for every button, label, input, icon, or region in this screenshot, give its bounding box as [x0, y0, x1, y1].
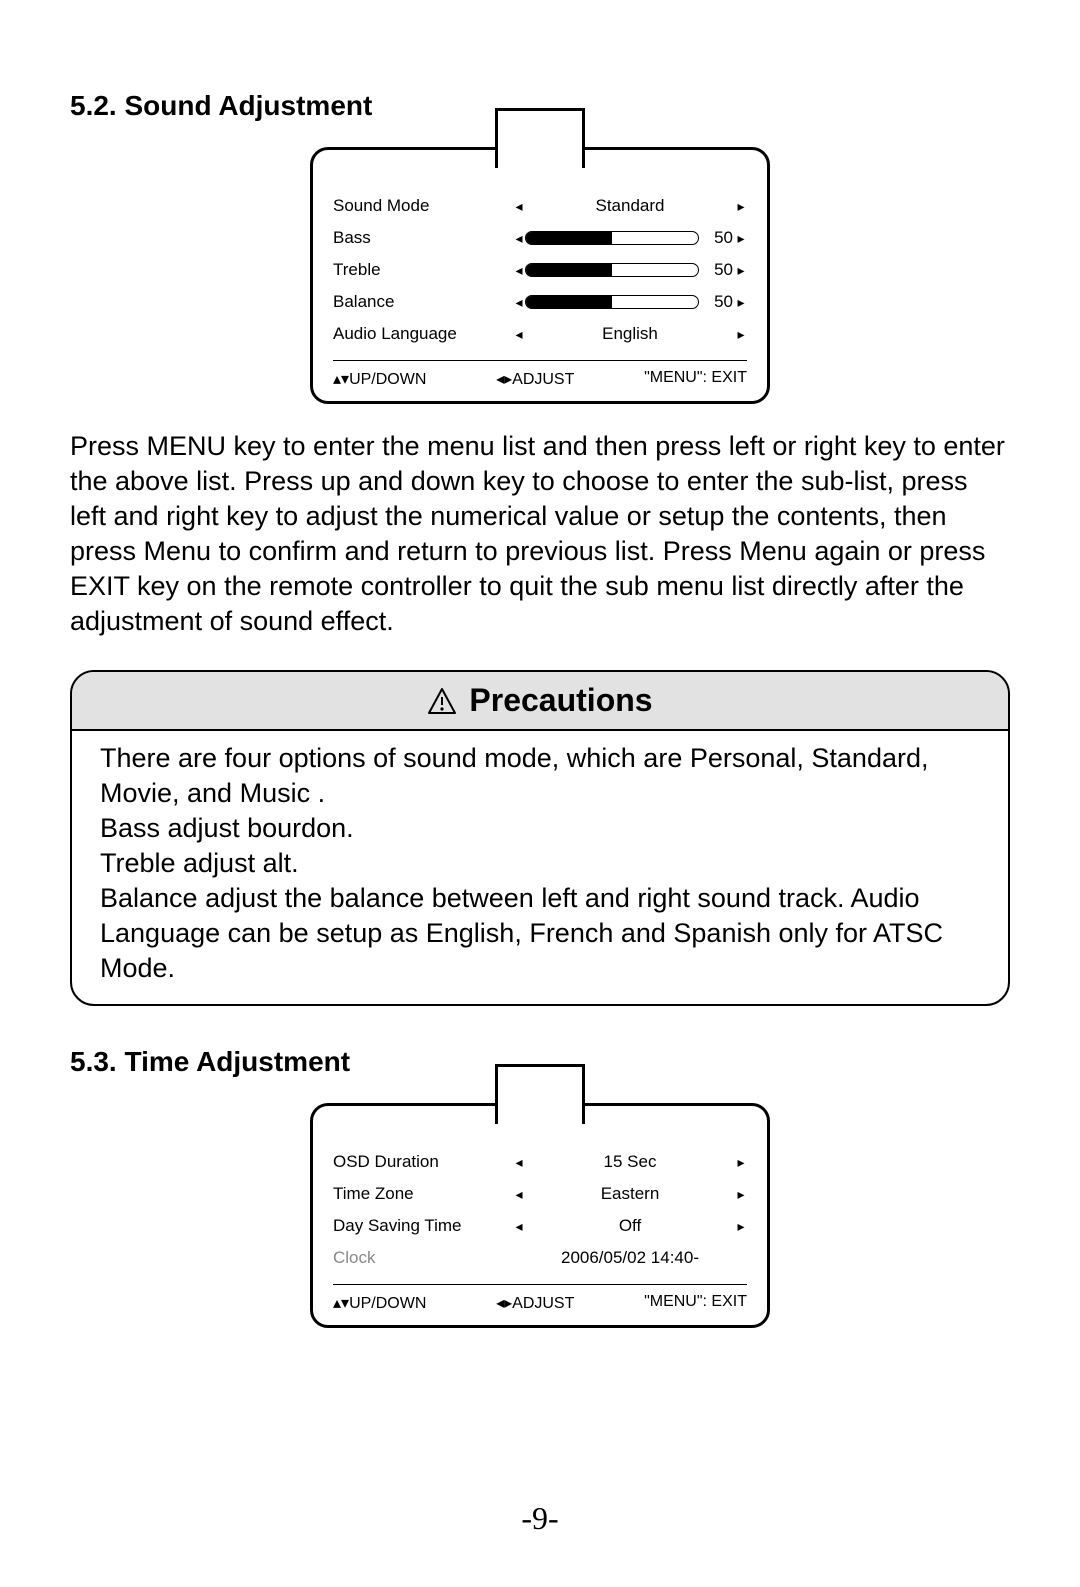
osd-row-label: Day Saving Time: [333, 1216, 513, 1236]
slider-value: 50: [703, 228, 735, 248]
footer-exit: "MENU": EXIT: [644, 369, 747, 389]
osd-row: Clock2006/05/02 14:40-: [333, 1242, 747, 1274]
slider[interactable]: 50: [525, 260, 735, 280]
osd-row: OSD Duration◂15 Sec▸: [333, 1146, 747, 1178]
slider-track: [525, 263, 699, 277]
right-arrow-icon[interactable]: ▸: [735, 1186, 747, 1203]
slider[interactable]: 50: [525, 292, 735, 312]
right-arrow-icon[interactable]: ▸: [735, 230, 747, 247]
precautions-title: Precautions: [469, 682, 652, 719]
slider-value: 50: [703, 292, 735, 312]
osd-row-value: Standard: [525, 196, 735, 216]
left-arrow-icon[interactable]: ◂: [513, 262, 525, 279]
osd-row-label: Bass: [333, 228, 513, 248]
osd-row: Balance◂ 50▸: [333, 286, 747, 318]
osd-row-label: Treble: [333, 260, 513, 280]
left-arrow-icon[interactable]: ◂: [513, 230, 525, 247]
osd-row-value: Eastern: [525, 1184, 735, 1204]
slider-value: 50: [703, 260, 735, 280]
time-osd-box: OSD Duration◂15 Sec▸Time Zone◂Eastern▸Da…: [310, 1103, 770, 1328]
right-arrow-icon[interactable]: ▸: [735, 1218, 747, 1235]
slider-fill: [526, 296, 612, 308]
sound-osd-footer: ▴▾UP/DOWN ◂▸ADJUST "MENU": EXIT: [333, 360, 747, 389]
osd-row: Time Zone◂Eastern▸: [333, 1178, 747, 1210]
osd-row-value: 2006/05/02 14:40-: [513, 1248, 747, 1268]
warning-icon: [427, 686, 457, 714]
slider-fill: [526, 232, 612, 244]
osd-row: Sound Mode◂Standard▸: [333, 190, 747, 222]
osd-row-label: Audio Language: [333, 324, 513, 344]
footer-updown: ▴▾UP/DOWN: [333, 1293, 426, 1313]
left-arrow-icon[interactable]: ◂: [513, 294, 525, 311]
osd-tab: [495, 108, 585, 168]
osd-row: Treble◂ 50▸: [333, 254, 747, 286]
osd-row-value: Off: [525, 1216, 735, 1236]
osd-row-label: Sound Mode: [333, 196, 513, 216]
osd-row-value: 15 Sec: [525, 1152, 735, 1172]
sound-paragraph: Press MENU key to enter the menu list an…: [70, 429, 1010, 640]
right-arrow-icon[interactable]: ▸: [735, 1154, 747, 1171]
osd-row-value: English: [525, 324, 735, 344]
osd-row-label: Balance: [333, 292, 513, 312]
slider-track: [525, 295, 699, 309]
osd-row: Day Saving Time◂Off▸: [333, 1210, 747, 1242]
time-osd-footer: ▴▾UP/DOWN ◂▸ADJUST "MENU": EXIT: [333, 1284, 747, 1313]
footer-exit: "MENU": EXIT: [644, 1293, 747, 1313]
left-arrow-icon[interactable]: ◂: [513, 198, 525, 215]
right-arrow-icon[interactable]: ▸: [735, 326, 747, 343]
osd-tab: [495, 1064, 585, 1124]
footer-adjust: ◂▸ADJUST: [496, 1293, 574, 1313]
footer-updown: ▴▾UP/DOWN: [333, 369, 426, 389]
right-arrow-icon[interactable]: ▸: [735, 198, 747, 215]
slider-track: [525, 231, 699, 245]
precautions-box: Precautions There are four options of so…: [70, 670, 1010, 1007]
time-osd-container: OSD Duration◂15 Sec▸Time Zone◂Eastern▸Da…: [70, 1103, 1010, 1328]
left-arrow-icon[interactable]: ◂: [513, 1186, 525, 1203]
right-arrow-icon[interactable]: ▸: [735, 262, 747, 279]
osd-row-label: Clock: [333, 1248, 513, 1268]
osd-row: Audio Language◂English▸: [333, 318, 747, 350]
left-arrow-icon[interactable]: ◂: [513, 1154, 525, 1171]
left-arrow-icon[interactable]: ◂: [513, 1218, 525, 1235]
page-number: -9-: [0, 1500, 1080, 1537]
footer-adjust: ◂▸ADJUST: [496, 369, 574, 389]
slider-fill: [526, 264, 612, 276]
precautions-header: Precautions: [72, 672, 1008, 731]
osd-row-label: OSD Duration: [333, 1152, 513, 1172]
left-arrow-icon[interactable]: ◂: [513, 326, 525, 343]
slider[interactable]: 50: [525, 228, 735, 248]
osd-row: Bass◂ 50▸: [333, 222, 747, 254]
right-arrow-icon[interactable]: ▸: [735, 294, 747, 311]
sound-osd-box: Sound Mode◂Standard▸Bass◂50▸Treble◂50▸Ba…: [310, 147, 770, 404]
precautions-body: There are four options of sound mode, wh…: [72, 731, 1008, 1005]
osd-row-label: Time Zone: [333, 1184, 513, 1204]
sound-osd-container: Sound Mode◂Standard▸Bass◂50▸Treble◂50▸Ba…: [70, 147, 1010, 404]
